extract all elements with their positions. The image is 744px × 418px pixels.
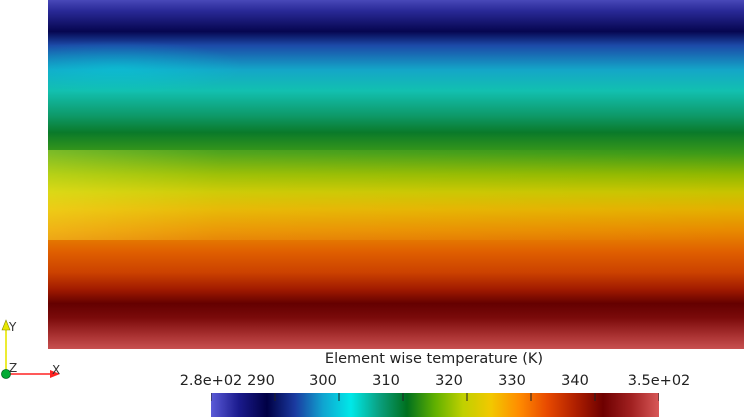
x-axis-label: X xyxy=(52,363,60,377)
z-axis-label: Z xyxy=(9,361,17,375)
y-axis-label: Y xyxy=(8,320,17,334)
colorbar-tick-labels: 2.8e+02 290 300 310 320 330 340 3.5e+02 xyxy=(0,373,744,393)
colorbar-gradient xyxy=(211,393,659,417)
colorbar-tick-label: 2.8e+02 xyxy=(179,373,243,389)
colorbar xyxy=(211,393,659,417)
temperature-field-plot[interactable] xyxy=(48,0,744,349)
orientation-axes: Y Z X xyxy=(1,319,60,379)
x-axis-arrow-icon xyxy=(50,370,60,378)
colorbar-tick-label: 330 xyxy=(498,373,526,389)
colorbar-tick-label: 290 xyxy=(247,373,275,389)
y-axis-arrow-icon xyxy=(1,319,11,331)
field-left-cool-region xyxy=(48,30,744,180)
colorbar-tick-label: 340 xyxy=(561,373,589,389)
colorbar-tick-label: 310 xyxy=(372,373,400,389)
colorbar-tick-label: 300 xyxy=(309,373,337,389)
colorbar-title: Element wise temperature (K) xyxy=(324,351,544,367)
colorbar-tick-label: 3.5e+02 xyxy=(627,373,691,389)
z-axis-dot-icon xyxy=(1,369,11,379)
colorbar-ticks xyxy=(211,393,659,401)
colorbar-tick-label: 320 xyxy=(435,373,463,389)
